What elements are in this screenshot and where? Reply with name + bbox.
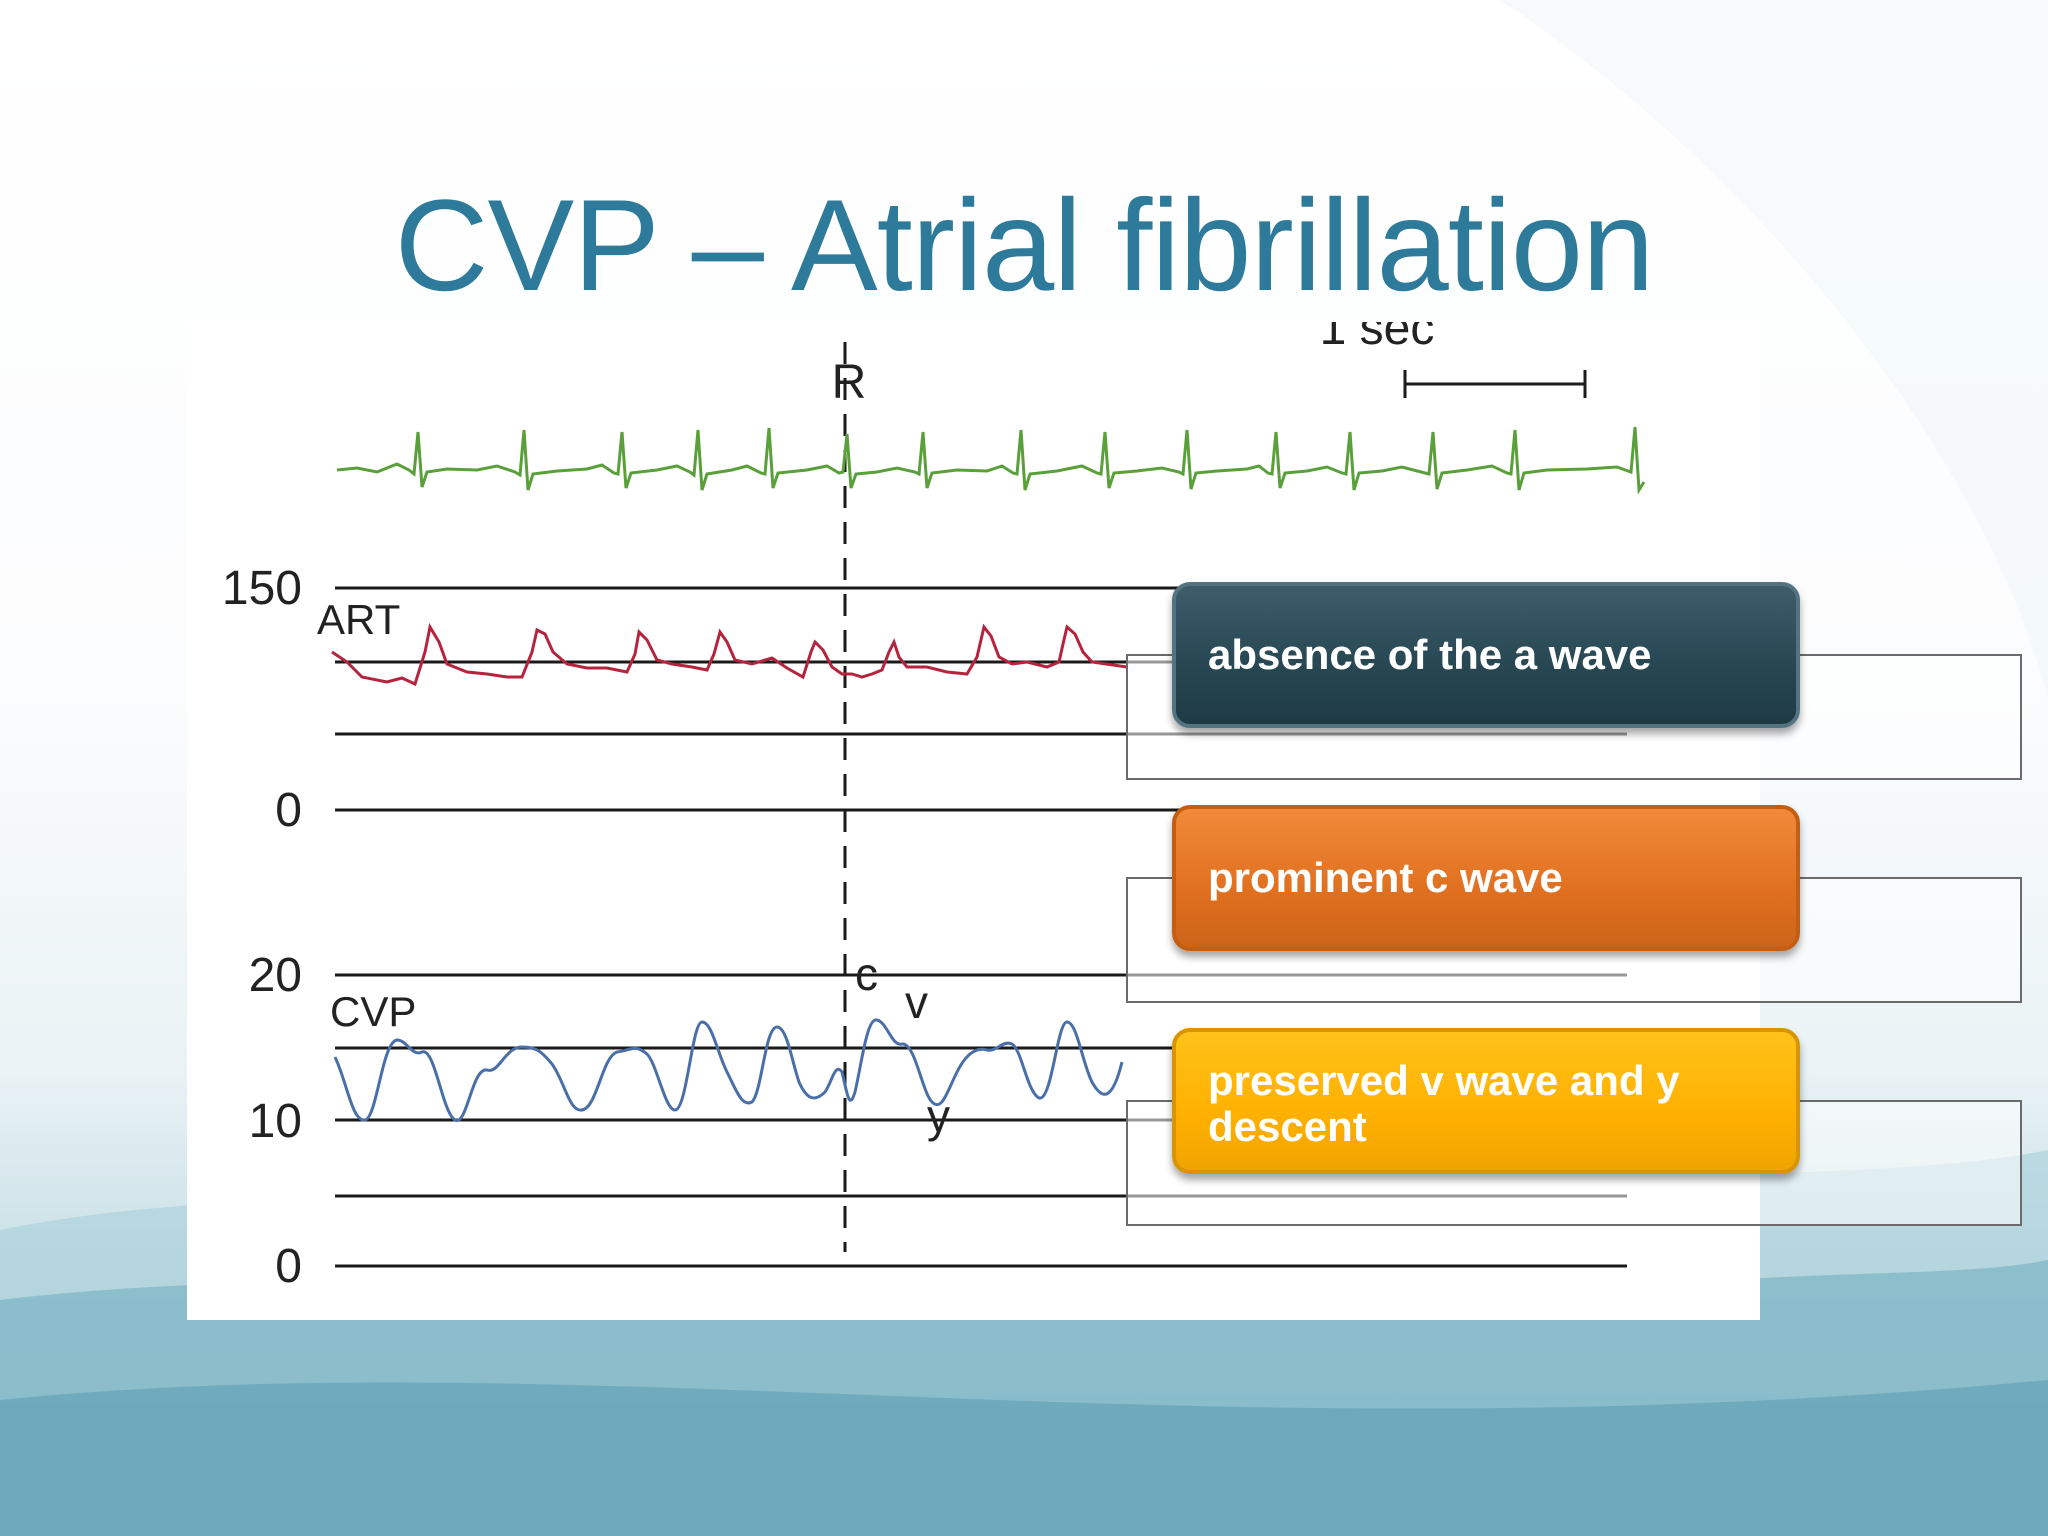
r-marker-label: R	[832, 356, 867, 409]
callout-preserved-v-wave: preserved v wave and y descent	[1172, 1028, 1800, 1174]
callout-prominent-c-wave: prominent c wave	[1172, 805, 1800, 951]
cvp-tick-20: 20	[249, 949, 302, 1002]
callout-absence-a-wave: absence of the a wave	[1172, 582, 1800, 728]
scale-bar	[1403, 370, 1587, 398]
callout-text: preserved v wave and y descent	[1208, 1057, 1680, 1150]
scale-bar-label: 1 sec	[1320, 322, 1435, 355]
cvp-tick-10: 10	[249, 1095, 302, 1148]
v-wave-letter: v	[905, 976, 928, 1028]
slide-title: CVP – Atrial fibrillation	[394, 172, 1655, 318]
art-trace	[331, 622, 1128, 687]
callout-text: prominent c wave	[1208, 854, 1563, 901]
y-descent-letter: y	[927, 1090, 950, 1142]
ecg-trace	[336, 426, 1646, 495]
art-label: ART	[317, 596, 400, 643]
cvp-trace	[333, 1018, 1124, 1122]
cvp-tick-0: 0	[275, 1240, 302, 1293]
art-tick-0: 0	[275, 784, 302, 837]
art-tick-150: 150	[222, 562, 302, 615]
callout-text: absence of the a wave	[1208, 631, 1652, 678]
c-wave-letter: c	[855, 948, 878, 1000]
cvp-label: CVP	[330, 988, 416, 1035]
